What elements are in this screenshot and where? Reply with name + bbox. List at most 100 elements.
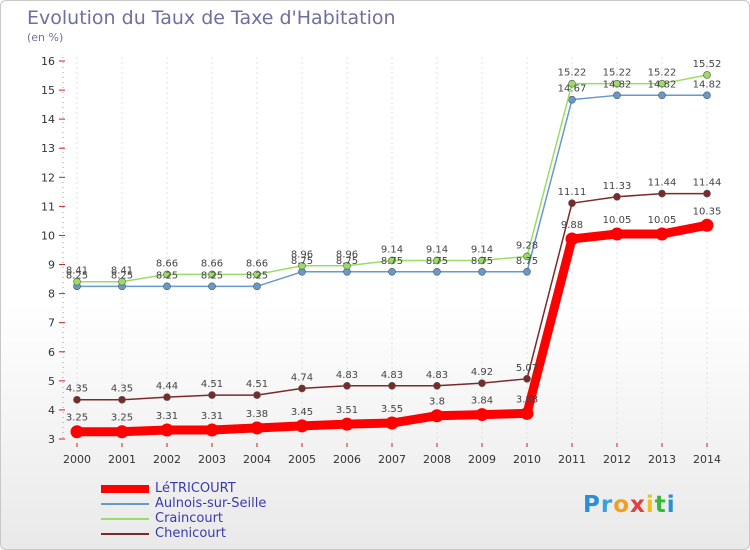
data-label: 8.25 bbox=[111, 270, 133, 281]
data-point bbox=[430, 409, 444, 423]
x-tick-label: 2010 bbox=[513, 453, 541, 466]
y-tick-label: 14 bbox=[41, 113, 55, 126]
data-point bbox=[118, 277, 126, 286]
legend-swatch bbox=[101, 484, 149, 493]
data-label: 8.75 bbox=[426, 256, 448, 267]
data-label: 9.28 bbox=[516, 240, 538, 251]
x-tick-label: 2000 bbox=[63, 453, 91, 466]
data-label: 8.75 bbox=[381, 256, 403, 267]
data-point bbox=[703, 91, 711, 100]
logo-letter: r bbox=[600, 492, 614, 518]
x-tick-label: 2001 bbox=[108, 453, 136, 466]
proxiti-logo: Proxiti bbox=[583, 492, 676, 518]
data-label: 8.66 bbox=[156, 258, 178, 269]
x-tick-label: 2003 bbox=[198, 453, 226, 466]
data-label: 3.45 bbox=[291, 407, 313, 418]
x-tick-label: 2013 bbox=[648, 453, 676, 466]
chart-subtitle: (en %) bbox=[27, 31, 64, 44]
data-label: 3.88 bbox=[516, 394, 538, 405]
data-point bbox=[253, 282, 261, 291]
logo-letter: i bbox=[666, 492, 676, 518]
data-label: 14.82 bbox=[693, 79, 722, 90]
data-point bbox=[433, 381, 441, 390]
legend-item: Chenicourt bbox=[101, 526, 266, 541]
legend-item: Craincourt bbox=[101, 511, 266, 526]
legend-label: Craincourt bbox=[155, 511, 224, 526]
data-label: 3.25 bbox=[66, 413, 88, 424]
data-point bbox=[658, 189, 666, 198]
data-label: 8.41 bbox=[66, 266, 88, 277]
x-tick-label: 2007 bbox=[378, 453, 406, 466]
data-label: 9.88 bbox=[561, 220, 583, 231]
data-point bbox=[520, 406, 534, 420]
data-point bbox=[205, 423, 219, 437]
data-label: 8.41 bbox=[111, 266, 133, 277]
data-label: 9.14 bbox=[426, 244, 448, 255]
data-point bbox=[208, 391, 216, 399]
data-point bbox=[163, 282, 171, 291]
legend-item: Aulnois-sur-Seille bbox=[101, 496, 266, 511]
data-label: 8.25 bbox=[66, 270, 88, 281]
data-point bbox=[700, 218, 714, 232]
logo-letter: o bbox=[613, 492, 631, 518]
data-label: 3.55 bbox=[381, 404, 403, 415]
data-point bbox=[388, 268, 396, 276]
y-tick-label: 16 bbox=[41, 55, 55, 68]
data-label: 9.14 bbox=[381, 244, 403, 255]
data-point bbox=[703, 189, 711, 198]
data-point bbox=[118, 395, 126, 404]
data-label: 10.35 bbox=[693, 206, 722, 217]
y-tick-label: 6 bbox=[48, 346, 55, 359]
data-point bbox=[388, 381, 396, 390]
x-tick-label: 2011 bbox=[558, 453, 586, 466]
data-point bbox=[433, 268, 441, 276]
data-label: 3.84 bbox=[471, 396, 493, 407]
data-label: 3.31 bbox=[156, 411, 178, 422]
data-point bbox=[613, 192, 621, 201]
chart-title: Evolution du Taux de Taxe d'Habitation bbox=[27, 7, 396, 29]
y-tick-label: 12 bbox=[41, 171, 55, 184]
y-tick-label: 15 bbox=[41, 84, 55, 97]
legend-label: LéTRICOURT bbox=[155, 481, 236, 496]
y-tick-label: 8 bbox=[48, 288, 55, 301]
data-point bbox=[343, 381, 351, 390]
data-label: 4.83 bbox=[381, 370, 403, 381]
data-point bbox=[610, 227, 624, 241]
data-point bbox=[298, 261, 306, 270]
x-tick-label: 2002 bbox=[153, 453, 181, 466]
data-label: 8.96 bbox=[336, 250, 358, 261]
data-label: 4.35 bbox=[111, 384, 133, 395]
data-point bbox=[568, 199, 576, 207]
x-tick-label: 2012 bbox=[603, 453, 631, 466]
legend-swatch bbox=[101, 532, 149, 535]
data-point bbox=[523, 268, 531, 276]
data-point bbox=[73, 277, 81, 286]
data-label: 8.96 bbox=[291, 250, 313, 261]
legend-label: Aulnois-sur-Seille bbox=[155, 496, 267, 511]
y-tick-label: 11 bbox=[41, 200, 55, 213]
legend-swatch bbox=[101, 502, 149, 505]
data-label: 4.83 bbox=[426, 370, 448, 381]
x-tick-label: 2004 bbox=[243, 453, 271, 466]
data-point bbox=[478, 256, 486, 265]
data-label: 3.51 bbox=[336, 405, 358, 416]
data-label: 9.14 bbox=[471, 244, 493, 255]
y-tick-label: 9 bbox=[48, 259, 55, 272]
x-tick-label: 2006 bbox=[333, 453, 361, 466]
y-tick-label: 5 bbox=[48, 375, 55, 388]
data-point bbox=[475, 408, 489, 422]
data-label: 8.25 bbox=[156, 270, 178, 281]
data-point bbox=[253, 270, 261, 279]
y-tick-label: 7 bbox=[48, 317, 55, 330]
data-label: 11.11 bbox=[558, 187, 587, 198]
data-point bbox=[565, 232, 579, 246]
legend-label: Chenicourt bbox=[155, 526, 226, 541]
x-tick-label: 2005 bbox=[288, 453, 316, 466]
data-label: 4.44 bbox=[156, 381, 178, 392]
logo-letter: P bbox=[583, 492, 601, 518]
data-point bbox=[340, 417, 354, 431]
data-label: 8.75 bbox=[336, 256, 358, 267]
data-label: 10.05 bbox=[648, 215, 677, 226]
data-point bbox=[658, 79, 666, 88]
